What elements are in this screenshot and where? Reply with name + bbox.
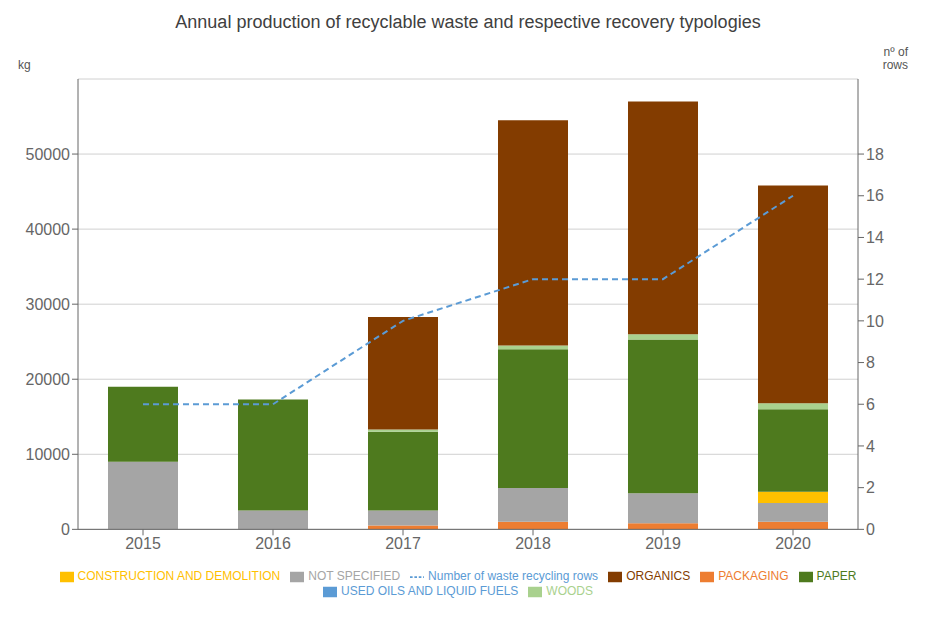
svg-text:12: 12 bbox=[866, 271, 884, 288]
svg-text:2020: 2020 bbox=[775, 535, 811, 552]
html-text:Number of waste recycling rows: Number of waste recycling rows bbox=[428, 569, 599, 584]
html-text:USED OILS AND LIQUID FUELS: USED OILS AND LIQUID FUELS bbox=[341, 584, 519, 599]
svg-text:2015: 2015 bbox=[125, 535, 161, 552]
html-text:NOT SPECIFIED: NOT SPECIFIED bbox=[308, 569, 401, 584]
svg-text:20000: 20000 bbox=[26, 371, 71, 388]
svg-text:30000: 30000 bbox=[26, 296, 71, 313]
svg-text:10000: 10000 bbox=[26, 446, 71, 463]
svg-text:50000: 50000 bbox=[26, 146, 71, 163]
svg-text:nº ofrows: nº ofrows bbox=[883, 45, 909, 72]
html-text:Annual production of recyclabl: Annual production of recyclable waste an… bbox=[175, 12, 761, 32]
svg-text:16: 16 bbox=[866, 187, 884, 204]
svg-text:0: 0 bbox=[866, 521, 875, 538]
svg-text:2016: 2016 bbox=[255, 535, 291, 552]
svg-text:10: 10 bbox=[866, 313, 884, 330]
html-text:PAPER: PAPER bbox=[816, 569, 857, 584]
svg-text:6: 6 bbox=[866, 396, 875, 413]
svg-text:8: 8 bbox=[866, 354, 875, 371]
svg-text:2017: 2017 bbox=[385, 535, 421, 552]
svg-text:0: 0 bbox=[61, 521, 70, 538]
svg-text:kg: kg bbox=[18, 58, 31, 72]
svg-text:4: 4 bbox=[866, 438, 875, 455]
svg-text:2: 2 bbox=[866, 479, 875, 496]
html-text:WOODS: WOODS bbox=[546, 584, 593, 599]
svg-text:40000: 40000 bbox=[26, 221, 71, 238]
svg-text:2019: 2019 bbox=[645, 535, 681, 552]
svg-text:14: 14 bbox=[866, 229, 884, 246]
svg-text:2018: 2018 bbox=[515, 535, 551, 552]
html-text:ORGANICS: ORGANICS bbox=[626, 569, 691, 584]
html-text:PACKAGING: PACKAGING bbox=[718, 569, 789, 584]
html-text:CONSTRUCTION AND DEMOLITION: CONSTRUCTION AND DEMOLITION bbox=[77, 569, 281, 584]
svg-text:18: 18 bbox=[866, 146, 884, 163]
